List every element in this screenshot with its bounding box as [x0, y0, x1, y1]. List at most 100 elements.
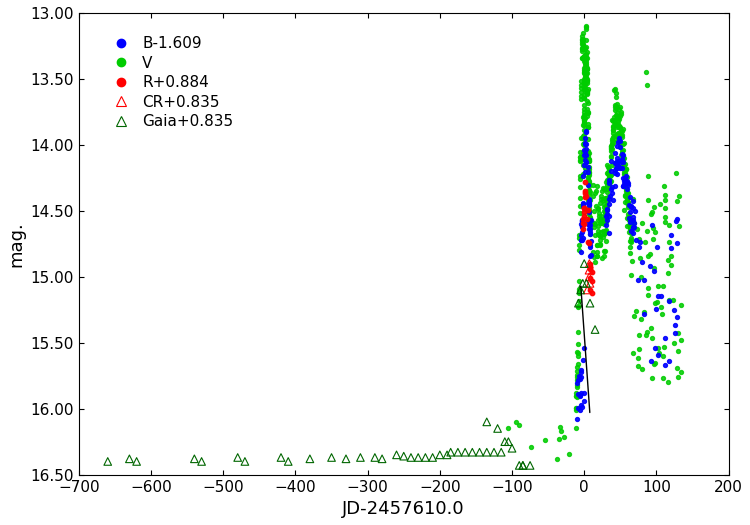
Point — [575, 88, 587, 97]
Point — [577, 29, 589, 37]
Point — [612, 156, 624, 165]
Point — [574, 375, 586, 383]
Point — [584, 213, 596, 222]
Point — [581, 111, 593, 120]
Point — [580, 80, 592, 89]
Point — [584, 265, 596, 274]
Point — [627, 204, 639, 213]
Point — [662, 356, 674, 365]
Point — [398, 452, 410, 460]
Point — [656, 292, 668, 301]
Point — [649, 299, 661, 308]
Point — [583, 156, 595, 165]
Point — [578, 219, 590, 228]
Point — [577, 161, 589, 169]
Point — [584, 259, 596, 268]
Point — [275, 453, 287, 461]
Point — [596, 187, 608, 195]
Point — [576, 223, 588, 232]
Point — [590, 202, 602, 211]
Point — [606, 183, 618, 191]
Point — [578, 69, 590, 77]
Point — [582, 108, 594, 116]
Point — [640, 330, 652, 339]
Point — [598, 200, 610, 208]
Point — [636, 219, 648, 227]
Point — [578, 77, 590, 85]
Point — [628, 218, 640, 227]
Point — [604, 164, 616, 173]
Point — [672, 329, 684, 337]
Point — [580, 55, 592, 63]
Point — [609, 101, 621, 110]
Point — [604, 179, 616, 187]
Point — [621, 198, 633, 207]
Point — [602, 187, 613, 196]
Point — [584, 196, 596, 204]
Point — [578, 94, 590, 102]
Point — [594, 198, 606, 207]
Point — [662, 378, 674, 386]
Point — [579, 87, 591, 96]
Point — [596, 227, 608, 235]
Point — [618, 170, 630, 178]
Point — [632, 354, 644, 362]
Point — [580, 54, 592, 62]
Point — [369, 453, 381, 461]
Point — [602, 176, 613, 184]
Point — [626, 224, 638, 232]
Point — [649, 264, 661, 272]
Point — [612, 112, 624, 120]
Point — [554, 427, 566, 435]
Point — [602, 177, 614, 186]
Point — [611, 161, 623, 170]
Point — [578, 220, 590, 228]
Point — [513, 461, 525, 469]
Point — [611, 133, 623, 141]
Point — [580, 57, 592, 66]
Point — [355, 453, 367, 461]
Point — [102, 457, 114, 466]
Point — [583, 201, 595, 209]
Point — [610, 170, 622, 178]
Point — [124, 455, 136, 463]
Point — [573, 372, 585, 381]
Point — [603, 212, 615, 220]
Point — [572, 379, 584, 387]
Point — [584, 187, 596, 195]
Point — [621, 188, 633, 196]
Point — [616, 151, 628, 160]
Point — [579, 62, 591, 70]
Point — [583, 156, 595, 165]
Point — [589, 258, 601, 266]
Point — [610, 103, 622, 112]
Point — [615, 109, 627, 118]
Point — [610, 89, 622, 98]
Point — [576, 36, 588, 45]
Point — [610, 111, 622, 120]
Point — [624, 236, 636, 245]
Point — [578, 105, 590, 113]
Point — [584, 200, 596, 208]
Point — [575, 81, 587, 90]
Point — [605, 143, 617, 152]
Point — [239, 457, 251, 466]
Point — [581, 123, 593, 131]
Point — [643, 251, 655, 260]
Point — [580, 70, 592, 78]
Point — [615, 158, 627, 166]
Point — [506, 444, 518, 453]
Point — [583, 190, 595, 198]
Point — [611, 154, 623, 163]
Point — [579, 77, 591, 85]
Point — [609, 120, 621, 129]
Point — [581, 88, 593, 97]
Point — [572, 363, 584, 371]
Point — [658, 343, 670, 351]
Point — [583, 155, 595, 163]
Point — [579, 156, 591, 164]
Point — [580, 76, 592, 84]
Point — [581, 75, 593, 83]
Point — [610, 113, 622, 121]
Point — [598, 203, 610, 212]
